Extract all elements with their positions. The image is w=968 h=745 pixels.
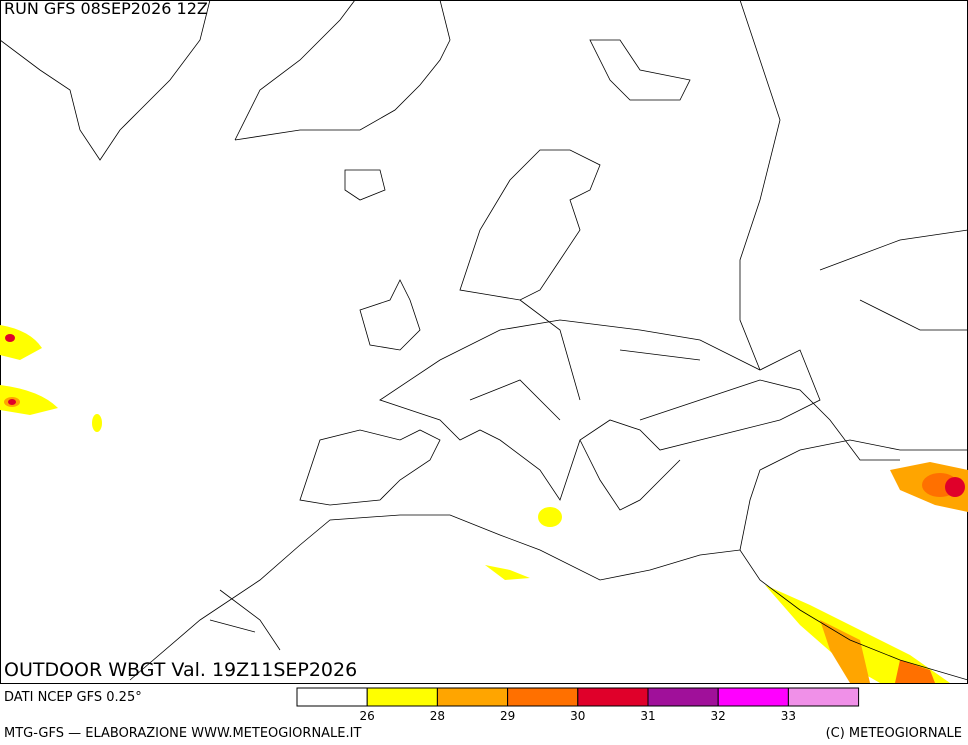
legend-tick-label: 29 [500,709,515,723]
legend-tick-label: 28 [430,709,445,723]
color-box [436,687,509,707]
legend-tick-label: 26 [360,709,375,723]
footer-left: MTG-GFS — ELABORAZIONE WWW.METEOGIORNALE… [4,726,361,741]
legend-tick-label: 31 [640,709,655,723]
color-legend: 26 28 29 30 31 32 33 [296,687,860,723]
data-source: DATI NCEP GFS 0.25° [4,690,142,705]
map-frame [0,0,968,684]
color-box [577,687,649,707]
legend-tick-label: 30 [570,709,585,723]
color-box [507,687,579,707]
footer-right: (C) METEOGIORNALE [826,726,962,741]
color-box [717,687,789,707]
coastlines [0,0,968,681]
run-label: RUN GFS 08SEP2026 12Z [4,0,208,18]
color-box [296,687,368,707]
map-title: OUTDOOR WBGT Val. 19Z11SEP2026 [4,659,357,681]
color-box [647,687,719,707]
color-box [787,687,860,707]
legend-tick-label: 32 [711,709,726,723]
map-fields [0,325,968,683]
legend-tick-label: 33 [781,709,796,723]
color-box [366,687,438,707]
